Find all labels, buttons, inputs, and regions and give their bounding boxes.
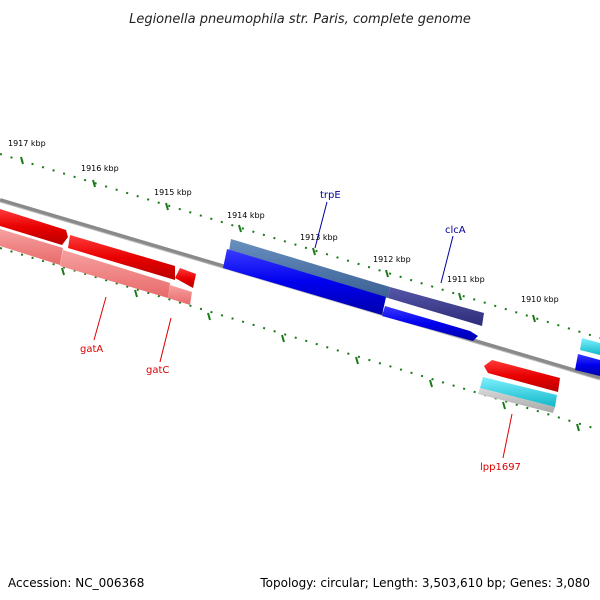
gene-label-lpp1697[interactable]: lpp1697	[480, 462, 521, 473]
feature-gatA-gene[interactable]	[0, 229, 63, 265]
gene-label-trpE[interactable]: trpE	[320, 190, 341, 201]
gatA-leader	[93, 296, 107, 341]
feature-gatB-gene[interactable]	[60, 250, 170, 298]
feature-trpE-cds[interactable]	[223, 249, 386, 315]
inner-ruler	[0, 247, 600, 432]
feature-trpE-gene[interactable]	[229, 239, 390, 298]
genome-summary-text: Topology: circular; Length: 3,503,610 bp…	[259, 576, 590, 590]
tick-label: 1911 kbp	[447, 275, 485, 284]
feature-edge-cds[interactable]	[575, 354, 600, 376]
tick-label: 1915 kbp	[154, 188, 192, 197]
gatC-leader	[159, 317, 172, 363]
gene-label-clcA[interactable]: clcA	[445, 225, 466, 236]
feature-gatC-gene[interactable]	[168, 285, 192, 305]
feature-gatC-cds[interactable]	[175, 268, 196, 288]
feature-trpD-cds[interactable]	[382, 306, 478, 341]
clcA-leader	[440, 235, 454, 284]
feature-edge-rna[interactable]	[580, 338, 600, 355]
map-title: Legionella pneumophila str. Paris, compl…	[129, 12, 471, 27]
feature-lpp1697-cds[interactable]	[484, 360, 560, 392]
feature-clcA-gene[interactable]	[388, 287, 484, 326]
feature-gatA-cds[interactable]	[0, 209, 68, 245]
trpE-leader	[314, 201, 328, 249]
tick-label: 1912 kbp	[373, 255, 411, 264]
accession-text: Accession: NC_006368	[8, 576, 144, 590]
gene-label-gatA[interactable]: gatA	[80, 344, 103, 355]
outer-ruler	[0, 153, 600, 339]
tick-label: 1914 kbp	[227, 211, 265, 220]
feature-lpp1697-rna[interactable]	[480, 377, 557, 407]
feature-gatB-cds[interactable]	[68, 235, 175, 280]
tick-label: 1910 kbp	[521, 295, 559, 304]
tick-label: 1916 kbp	[81, 164, 119, 173]
tick-label: 1917 kbp	[8, 139, 46, 148]
tick-label: 1913 kbp	[300, 233, 338, 242]
feature-lpp1697-gene[interactable]	[478, 388, 555, 413]
lpp1697-leader	[502, 413, 513, 459]
gene-label-gatC[interactable]: gatC	[146, 365, 169, 376]
